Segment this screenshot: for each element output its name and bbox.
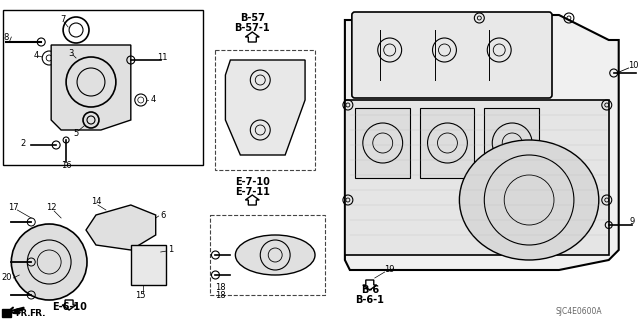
Text: E-6-10: E-6-10	[52, 302, 86, 312]
Text: 2: 2	[20, 138, 26, 147]
Text: 19: 19	[385, 265, 395, 275]
Text: FR.: FR.	[15, 308, 31, 317]
Polygon shape	[51, 45, 131, 130]
Text: 4: 4	[33, 50, 39, 60]
Text: E-7-11: E-7-11	[235, 187, 269, 197]
Bar	[484, 108, 539, 178]
Polygon shape	[345, 15, 619, 270]
Text: 18: 18	[215, 292, 226, 300]
Text: 20: 20	[1, 273, 12, 283]
Text: 16: 16	[61, 161, 72, 170]
FancyBboxPatch shape	[352, 12, 552, 98]
Text: B-57: B-57	[240, 13, 265, 23]
Bar	[131, 245, 166, 285]
Bar	[355, 108, 410, 178]
Polygon shape	[225, 60, 305, 155]
Text: 7: 7	[60, 16, 66, 25]
Text: 4: 4	[151, 95, 156, 105]
Text: 8: 8	[4, 33, 9, 41]
Text: FR.: FR.	[29, 308, 45, 317]
Text: E-7-10: E-7-10	[235, 177, 269, 187]
Text: B-6: B-6	[361, 285, 379, 295]
Text: 17: 17	[8, 204, 19, 212]
Polygon shape	[245, 32, 259, 42]
Text: 6: 6	[160, 211, 165, 219]
Bar	[211, 215, 325, 295]
FancyArrowPatch shape	[14, 309, 24, 313]
Ellipse shape	[236, 235, 315, 275]
Text: 11: 11	[157, 53, 168, 62]
Text: 5: 5	[74, 129, 79, 137]
Text: 1: 1	[168, 246, 173, 255]
Text: 14: 14	[91, 197, 101, 206]
Bar	[216, 50, 315, 170]
Text: 12: 12	[46, 204, 56, 212]
Polygon shape	[62, 300, 76, 310]
Text: 18: 18	[215, 284, 226, 293]
Text: 9: 9	[629, 218, 634, 226]
Ellipse shape	[460, 140, 599, 260]
Text: SJC4E0600A: SJC4E0600A	[556, 308, 602, 316]
Polygon shape	[363, 280, 377, 290]
Polygon shape	[86, 205, 156, 250]
Text: 10: 10	[628, 61, 639, 70]
Text: 3: 3	[68, 48, 74, 57]
Text: B-6-1: B-6-1	[355, 295, 384, 305]
Polygon shape	[245, 195, 259, 205]
Bar	[345, 100, 609, 255]
Bar	[3, 10, 202, 165]
Circle shape	[12, 224, 87, 300]
Text: B-57-1: B-57-1	[234, 23, 270, 33]
Bar	[420, 108, 474, 178]
Text: 15: 15	[136, 291, 146, 300]
